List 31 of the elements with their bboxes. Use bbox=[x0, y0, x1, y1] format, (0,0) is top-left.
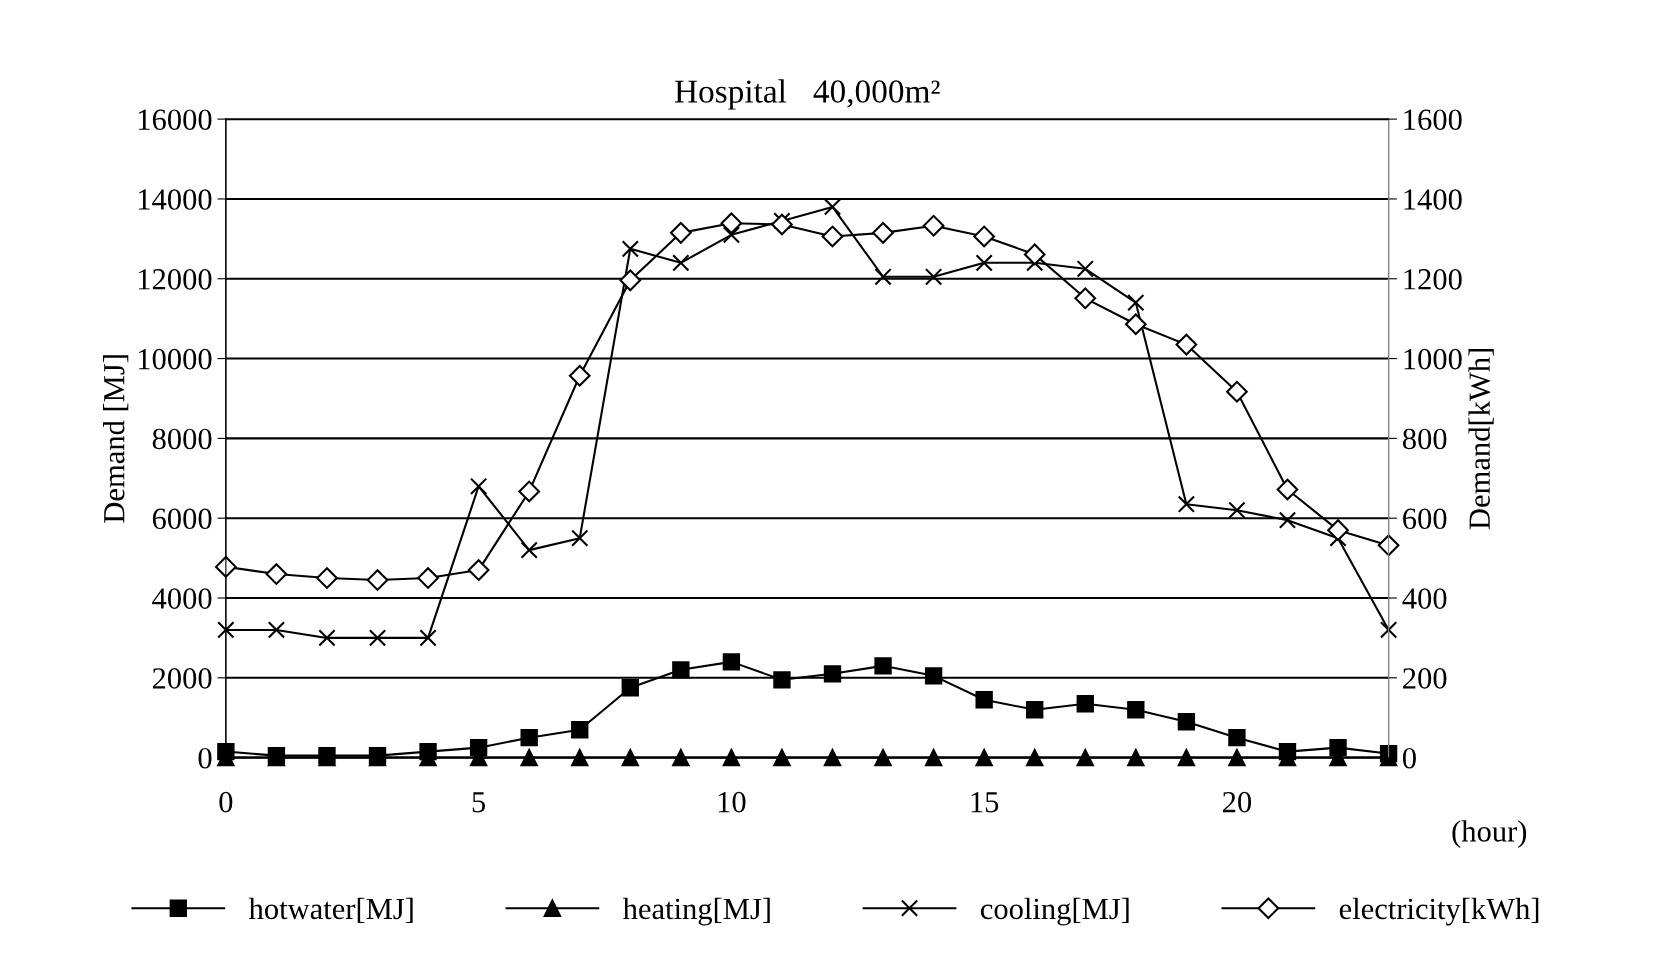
legend-label: electricity[kWh] bbox=[1339, 897, 1539, 926]
y2-tick-label: 200 bbox=[1403, 668, 1447, 689]
chart-title: Hospital 40,000m² bbox=[674, 79, 940, 110]
x-tick-label: 0 bbox=[219, 791, 233, 813]
y-tick-label: 2000 bbox=[152, 668, 212, 689]
y-axis-title: Demand [MJ] bbox=[103, 355, 129, 523]
y2-tick-label: 600 bbox=[1403, 508, 1447, 530]
x-axis-title: (hour) bbox=[1452, 820, 1527, 848]
y2-tick-label: 1400 bbox=[1404, 189, 1462, 210]
legend-label: hotwater[MJ] bbox=[248, 897, 413, 923]
y-tick-label: 10000 bbox=[138, 348, 212, 370]
y2-tick-label: 1000 bbox=[1404, 348, 1462, 370]
x-tick-label: 10 bbox=[718, 791, 746, 813]
y-tick-label: 6000 bbox=[152, 508, 212, 530]
x-tick-label: 5 bbox=[472, 792, 486, 813]
y2-tick-label: 1200 bbox=[1404, 269, 1462, 290]
y-tick-label: 4000 bbox=[152, 588, 212, 609]
y-tick-label: 8000 bbox=[152, 428, 212, 450]
y2-tick-label: 400 bbox=[1402, 588, 1447, 609]
y2-tick-label: 1600 bbox=[1404, 109, 1462, 131]
y-tick-label: 0 bbox=[198, 747, 212, 769]
legend-label: cooling[MJ] bbox=[980, 897, 1129, 926]
y-tick-label: 12000 bbox=[138, 269, 212, 290]
x-tick-label: 20 bbox=[1222, 791, 1252, 813]
legend-label: heating[MJ] bbox=[622, 897, 770, 926]
y2-axis-title: Demand[kWh] bbox=[1468, 349, 1494, 530]
y2-tick-label: 0 bbox=[1402, 747, 1416, 769]
y-tick-label: 14000 bbox=[138, 189, 212, 210]
y-tick-label: 16000 bbox=[138, 109, 212, 131]
y2-tick-label: 800 bbox=[1402, 428, 1447, 450]
x-tick-label: 15 bbox=[971, 792, 999, 813]
